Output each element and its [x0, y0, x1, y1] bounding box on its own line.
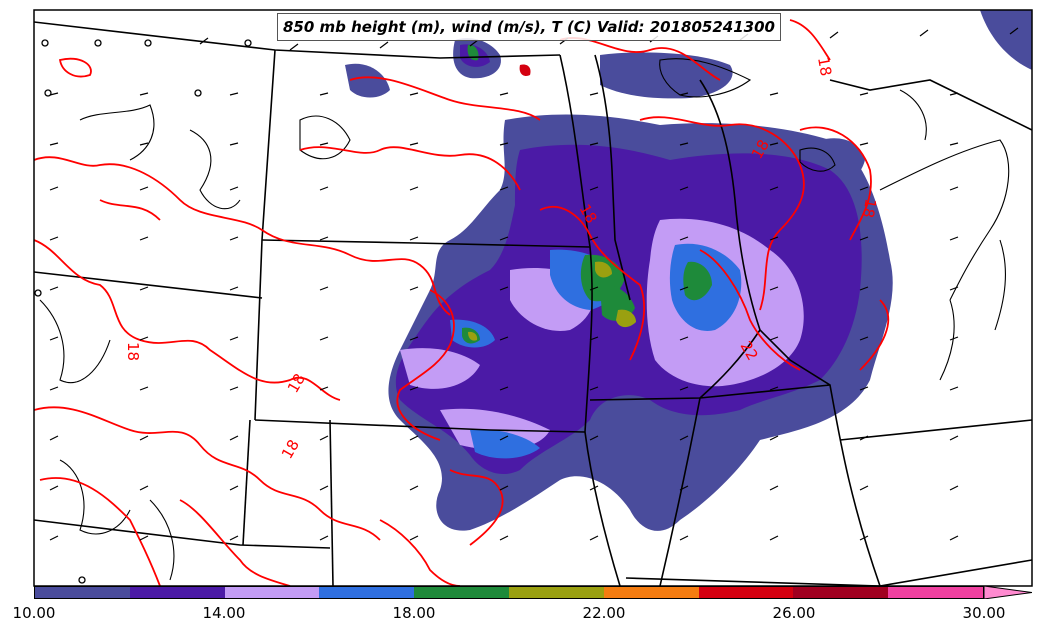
contour-label: 18 — [814, 56, 835, 78]
colorbar-tick-label: 30.00 — [962, 604, 1006, 622]
wind-shading — [345, 10, 1032, 531]
colorbar-segment — [603, 587, 699, 598]
colorbar-segment — [698, 587, 794, 598]
coastlines — [39, 58, 1010, 581]
colorbar-segment — [224, 587, 320, 598]
contour-label: 18 — [278, 436, 303, 462]
colorbar-tick-label: 14.00 — [202, 604, 246, 622]
contour-label: 18 — [859, 197, 880, 219]
colorbar — [34, 586, 984, 599]
colorbar-segment — [508, 587, 604, 598]
colorbar-tick-label: 10.00 — [12, 604, 56, 622]
colorbar-segment — [129, 587, 225, 598]
colorbar-segment — [793, 587, 889, 598]
map-title: 850 mb height (m), wind (m/s), T (C) Val… — [277, 13, 781, 41]
colorbar-segment — [35, 587, 130, 598]
state-boundaries — [34, 21, 1032, 586]
colorbar-extension — [984, 586, 1032, 599]
colorbar-tick-label: 18.00 — [392, 604, 436, 622]
calm-circles — [34, 39, 252, 584]
colorbar-segment — [319, 587, 415, 598]
colorbar-tick-label: 26.00 — [772, 604, 816, 622]
colorbar-segment — [414, 587, 509, 598]
contour-label: 18 — [124, 342, 142, 361]
colorbar-segment — [888, 587, 983, 598]
wind-barbs — [49, 27, 1019, 541]
contour-label: 18 — [284, 370, 309, 396]
colorbar-tick-label: 22.00 — [582, 604, 626, 622]
